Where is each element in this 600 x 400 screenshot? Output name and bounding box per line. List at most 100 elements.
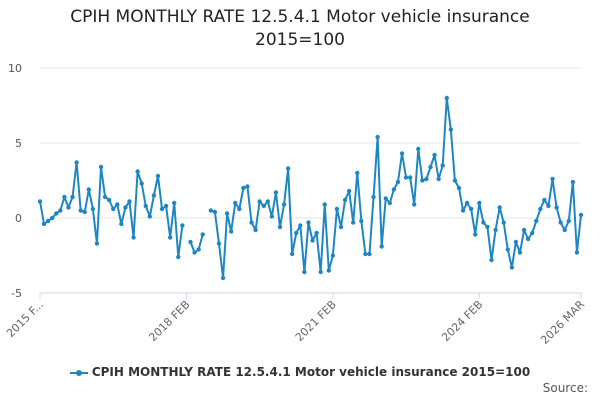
data-point xyxy=(525,236,531,242)
data-point xyxy=(200,232,205,237)
data-point xyxy=(379,244,384,249)
data-point xyxy=(342,197,348,203)
data-point xyxy=(473,232,478,237)
data-point xyxy=(355,170,360,176)
data-point xyxy=(41,221,47,227)
data-point xyxy=(261,203,266,209)
data-point xyxy=(338,224,344,230)
data-point xyxy=(172,200,177,206)
legend[interactable]: CPIH MONTHLY RATE 12.5.4.1 Motor vehicle… xyxy=(0,365,600,379)
x-tick-label: 2026 MAR xyxy=(538,298,587,347)
data-point xyxy=(444,95,449,101)
data-point xyxy=(159,206,165,212)
y-axis-labels: -5 0 5 10 xyxy=(8,62,22,300)
y-tick-label: 5 xyxy=(15,137,22,150)
data-point xyxy=(192,250,197,255)
data-point xyxy=(302,269,307,275)
data-point xyxy=(359,218,364,224)
data-point xyxy=(54,211,59,216)
data-point xyxy=(395,179,401,185)
data-point xyxy=(383,196,388,201)
data-point xyxy=(212,209,218,215)
data-point xyxy=(546,203,551,209)
data-point xyxy=(106,197,112,203)
data-point xyxy=(574,250,580,255)
data-point xyxy=(460,208,466,213)
data-point xyxy=(253,227,258,233)
data-point xyxy=(330,253,336,258)
x-tick-label: 2015 F... xyxy=(4,298,46,340)
data-point xyxy=(318,269,323,275)
data-point xyxy=(294,230,299,236)
data-point xyxy=(86,187,92,192)
data-point xyxy=(123,205,128,210)
data-point xyxy=(428,164,433,170)
data-point xyxy=(228,229,234,234)
gridlines xyxy=(40,67,581,294)
data-point xyxy=(62,194,67,200)
data-point xyxy=(517,250,523,255)
data-point xyxy=(196,247,201,252)
data-point xyxy=(290,251,295,257)
data-point xyxy=(346,188,352,194)
data-point xyxy=(127,199,132,204)
chart-title-line-1: CPIH MONTHLY RATE 12.5.4.1 Motor vehicle… xyxy=(70,7,530,27)
data-point xyxy=(265,199,270,204)
data-point xyxy=(464,200,470,206)
data-point xyxy=(281,202,287,207)
data-point xyxy=(111,206,116,212)
data-point xyxy=(131,235,136,240)
data-point xyxy=(562,227,567,233)
x-tick-label: 2018 FEB xyxy=(146,298,192,344)
data-point xyxy=(277,224,283,230)
series-line-segment xyxy=(39,161,184,258)
data-point xyxy=(485,224,490,230)
data-point xyxy=(249,220,254,225)
data-point xyxy=(298,223,303,228)
data-point xyxy=(257,199,262,204)
data-point xyxy=(334,206,340,212)
data-point xyxy=(273,190,279,195)
data-point xyxy=(578,212,584,218)
data-point xyxy=(416,146,421,152)
data-point xyxy=(115,202,120,207)
data-point xyxy=(509,265,515,270)
data-point xyxy=(50,215,55,221)
data-point xyxy=(90,206,96,212)
x-tick-label: 2021 FEB xyxy=(293,298,339,344)
data-point xyxy=(505,247,510,252)
data-point xyxy=(448,127,454,132)
data-point xyxy=(424,176,429,182)
y-tick-label: 10 xyxy=(8,62,22,75)
data-point xyxy=(566,218,571,224)
data-point xyxy=(245,184,250,189)
data-point xyxy=(432,152,437,158)
data-point xyxy=(216,241,222,246)
data-point xyxy=(139,181,144,186)
data-point xyxy=(521,227,527,233)
data-point xyxy=(375,134,380,140)
series-markers xyxy=(37,95,584,281)
data-point xyxy=(135,169,140,174)
data-point xyxy=(440,163,445,168)
data-point xyxy=(208,208,214,213)
data-point xyxy=(45,218,51,224)
data-point xyxy=(538,206,543,212)
series-line xyxy=(39,97,582,279)
data-point xyxy=(550,176,555,182)
data-point xyxy=(94,241,100,246)
data-point xyxy=(58,208,63,213)
data-point xyxy=(151,193,157,198)
data-point xyxy=(82,209,87,215)
data-point xyxy=(119,221,124,227)
data-point xyxy=(403,175,409,180)
data-point xyxy=(497,205,502,210)
data-point xyxy=(188,239,193,245)
series-line-segment xyxy=(189,234,204,254)
data-point xyxy=(143,203,148,209)
data-point xyxy=(387,200,393,206)
data-point xyxy=(98,164,104,170)
data-point xyxy=(237,206,242,212)
data-point xyxy=(351,220,356,225)
